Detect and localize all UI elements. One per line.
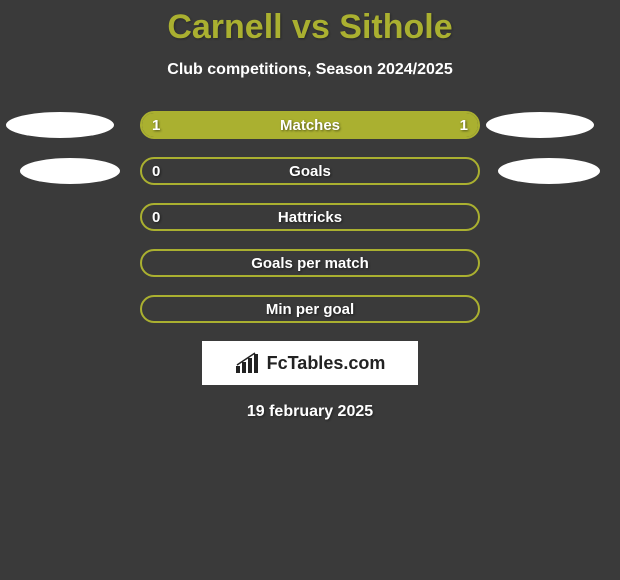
date-line: 19 february 2025 [0, 403, 620, 421]
stat-row: 11Matches [0, 111, 620, 139]
stat-bar-track: Goals per match [140, 249, 480, 277]
stat-label: Hattricks [142, 205, 478, 229]
logo-box: FcTables.com [202, 341, 418, 385]
page-title: Carnell vs Sithole [0, 0, 620, 47]
comparison-chart: 11Matches0Goals0HattricksGoals per match… [0, 111, 620, 323]
stat-label: Goals [142, 159, 478, 183]
stat-value-left: 1 [142, 113, 170, 137]
stat-row: Min per goal [0, 295, 620, 323]
stat-label: Min per goal [142, 297, 478, 321]
stat-row: 0Goals [0, 157, 620, 185]
stat-value-left: 0 [142, 205, 170, 229]
stat-bar-track: 0Hattricks [140, 203, 480, 231]
stat-value-right: 1 [450, 113, 478, 137]
stat-row: Goals per match [0, 249, 620, 277]
player-right-marker [486, 112, 594, 138]
stat-label: Goals per match [142, 251, 478, 275]
stat-value-left: 0 [142, 159, 170, 183]
stat-bar-track: 11Matches [140, 111, 480, 139]
player-left-marker [20, 158, 120, 184]
bars-icon [235, 352, 261, 374]
logo-text: FcTables.com [267, 353, 386, 374]
stat-row: 0Hattricks [0, 203, 620, 231]
stat-bar-track: Min per goal [140, 295, 480, 323]
player-right-marker [498, 158, 600, 184]
stat-bar-fill-left [142, 113, 478, 137]
page-subtitle: Club competitions, Season 2024/2025 [0, 61, 620, 79]
stat-bar-track: 0Goals [140, 157, 480, 185]
player-left-marker [6, 112, 114, 138]
